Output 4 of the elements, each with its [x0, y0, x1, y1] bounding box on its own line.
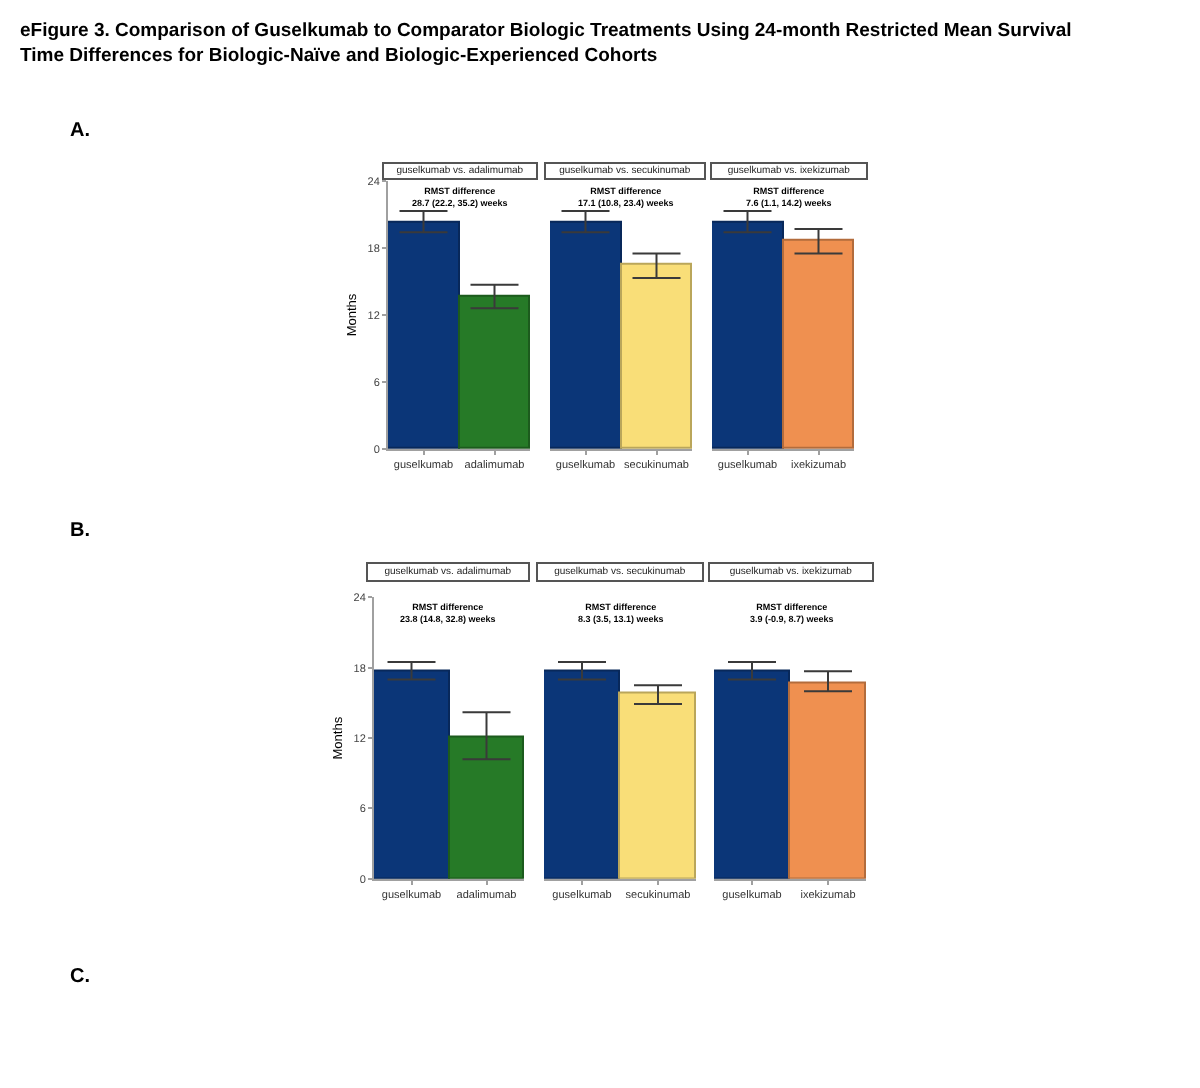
- text: eFigure 3. Comparison of Guselkumab to Comparator Biologic Treatments Using 24-month Restricted Mean Survival Time Differences for Biologic-Naïve and Biologic-Experienced Cohorts: [20, 20, 1072, 67]
- text: A.: [70, 120, 91, 142]
- text: B.: [70, 520, 91, 542]
- text: C.: [70, 966, 91, 988]
